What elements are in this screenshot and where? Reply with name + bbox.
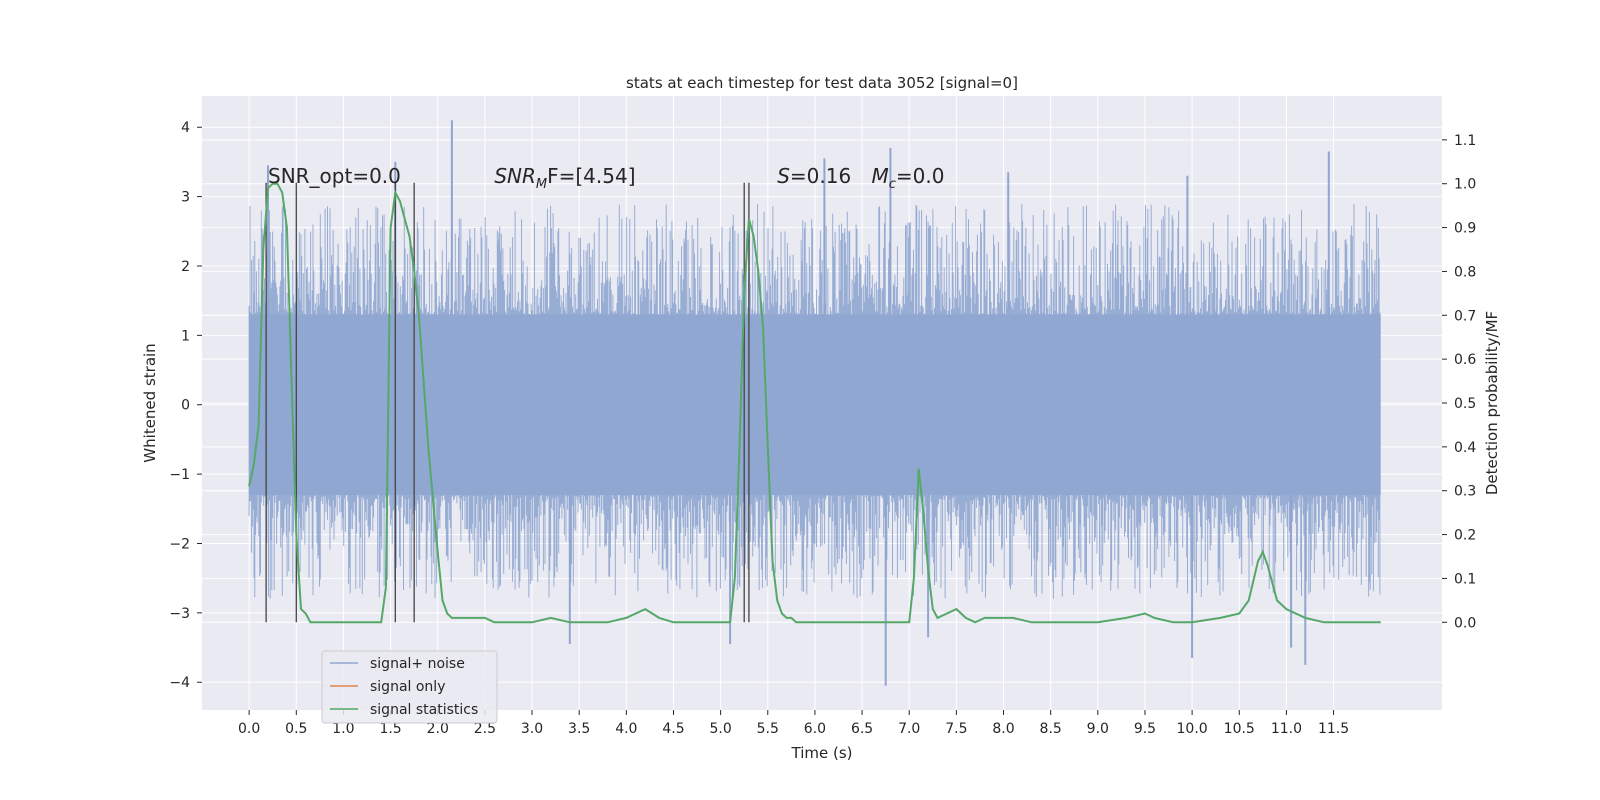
y-right-tick-label: 0.6 xyxy=(1454,352,1476,368)
x-tick-label: 5.0 xyxy=(709,721,731,737)
noise-trace xyxy=(248,204,1381,599)
annotation-2: S=0.16 xyxy=(777,164,851,188)
x-tick-label: 11.5 xyxy=(1318,721,1349,737)
y-right-axis-ticks: 1.1 1.0 0.9 0.8 0.7 0.6 0.5 0.4 0.3 0.2 0.1 0.0 xyxy=(1442,133,1476,631)
x-tick-label: 1.0 xyxy=(332,721,354,737)
annotations: SNR_opt=0.0 SNRMF=[4.54] S=0.16 Mc=0.0 xyxy=(268,164,944,192)
y-tick-label: 3 xyxy=(181,190,190,206)
x-tick-label: 8.5 xyxy=(1040,721,1062,737)
y-tick-label: −4 xyxy=(169,675,190,691)
y-right-axis-label: Detection probability/MF xyxy=(1483,311,1501,495)
legend: signal+ noise signal only signal statist… xyxy=(321,650,498,724)
x-tick-label: 7.0 xyxy=(898,721,920,737)
statistics-line xyxy=(248,182,1381,624)
y-right-tick-label: 0.3 xyxy=(1454,484,1476,500)
x-tick-label: 4.0 xyxy=(615,721,637,737)
x-tick-label: 0.5 xyxy=(285,721,307,737)
x-tick-label: 11.0 xyxy=(1271,721,1302,737)
statistics-series xyxy=(248,182,1381,624)
x-axis-ticks: 0.0 0.5 1.0 1.5 2.0 2.5 3.0 3.5 4.0 4.5 5.0 5.5 6.0 6… xyxy=(238,710,1349,737)
x-tick-label: 10.0 xyxy=(1177,721,1208,737)
x-tick-label: 2.5 xyxy=(474,721,496,737)
x-tick-label: 6.0 xyxy=(804,721,826,737)
vertical-markers xyxy=(265,182,750,623)
x-tick-label: 5.5 xyxy=(757,721,779,737)
y-right-tick-label: 0.7 xyxy=(1454,308,1476,324)
x-tick-label: 8.0 xyxy=(992,721,1014,737)
y-right-tick-label: 0.8 xyxy=(1454,264,1476,280)
y-tick-label: 4 xyxy=(181,120,190,136)
legend-label-signal-statistics: signal statistics xyxy=(370,702,478,718)
y-tick-label: 0 xyxy=(181,398,190,414)
y-right-tick-label: 0.4 xyxy=(1454,440,1476,456)
noise-outliers xyxy=(267,120,1330,686)
y-tick-label: −2 xyxy=(169,536,190,552)
x-tick-label: 9.0 xyxy=(1087,721,1109,737)
annotation-1: SNRMF=[4.54] xyxy=(494,164,635,192)
x-tick-label: 0.0 xyxy=(238,721,260,737)
x-tick-label: 7.5 xyxy=(945,721,967,737)
y-tick-label: 1 xyxy=(181,328,190,344)
y-right-tick-label: 1.1 xyxy=(1454,133,1476,149)
legend-label-signal-only: signal only xyxy=(370,679,445,695)
x-tick-label: 3.0 xyxy=(521,721,543,737)
x-tick-label: 9.5 xyxy=(1134,721,1156,737)
x-tick-label: 10.5 xyxy=(1224,721,1255,737)
x-tick-label: 6.5 xyxy=(851,721,873,737)
noise-series xyxy=(248,120,1381,686)
y-right-tick-label: 1.0 xyxy=(1454,177,1476,193)
y-axis-label: Whitened strain xyxy=(141,343,159,462)
y-right-tick-label: 0.2 xyxy=(1454,528,1476,544)
y-right-tick-label: 0.0 xyxy=(1454,615,1476,631)
x-tick-label: 2.0 xyxy=(427,721,449,737)
y-axis-ticks: 4 3 2 1 0 −1 −2 −3 −4 xyxy=(169,120,202,691)
x-axis-label: Time (s) xyxy=(791,744,853,762)
chart-title: stats at each timestep for test data 305… xyxy=(626,74,1018,92)
x-tick-label: 3.5 xyxy=(568,721,590,737)
x-tick-label: 1.5 xyxy=(379,721,401,737)
legend-label-signal-noise: signal+ noise xyxy=(370,656,465,672)
y-tick-label: 2 xyxy=(181,259,190,275)
annotation-3: Mc=0.0 xyxy=(872,164,945,192)
y-tick-label: −1 xyxy=(169,467,190,483)
x-tick-label: 4.5 xyxy=(662,721,684,737)
y-right-tick-label: 0.9 xyxy=(1454,221,1476,237)
legend-box xyxy=(321,650,498,724)
y-right-tick-label: 0.5 xyxy=(1454,396,1476,412)
y-right-tick-label: 0.1 xyxy=(1454,571,1476,587)
annotation-0: SNR_opt=0.0 xyxy=(268,164,401,188)
y-tick-label: −3 xyxy=(169,606,190,622)
